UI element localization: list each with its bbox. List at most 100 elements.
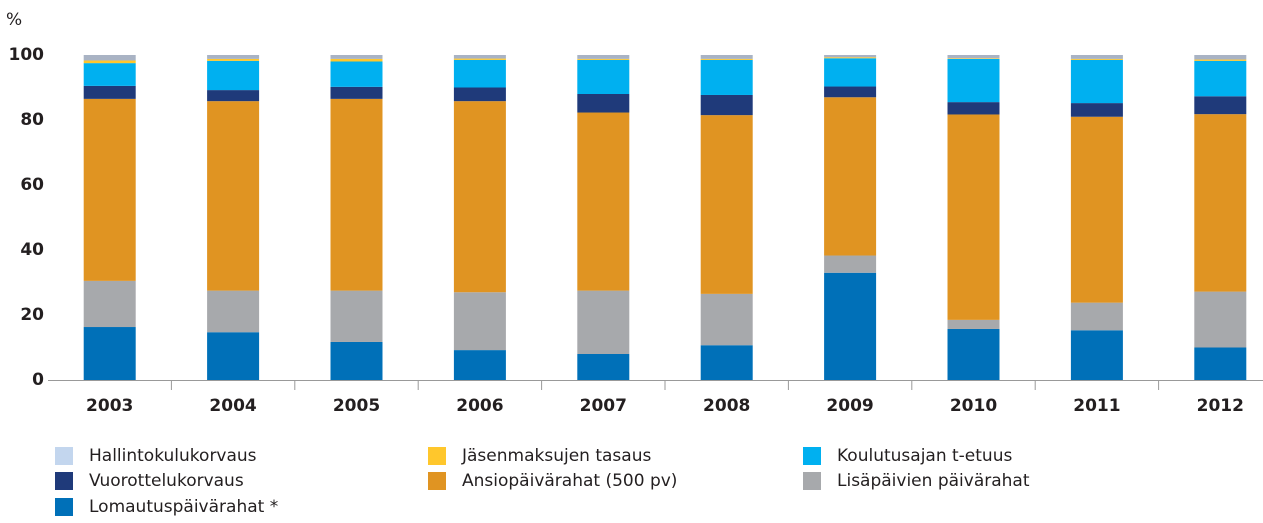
bar-segment [1070,59,1123,104]
bar-segment [207,58,260,61]
bar-segment [577,112,630,291]
x-tick-label: 2004 [209,396,256,416]
y-tick-label: 20 [20,305,44,325]
bar-segment [453,87,506,102]
bar-segment [1194,114,1247,292]
bar-segment [947,58,1000,103]
bar-segment [577,58,630,60]
bar-segment [83,63,136,86]
bar-segment [1194,60,1247,97]
legend-label: Koulutusajan t-etuus [837,446,1012,466]
bar-segment [83,55,136,61]
bar-segment [700,58,753,60]
bar-segment [330,290,383,342]
bar-segment [577,354,630,380]
bar-segment [700,115,753,294]
x-tick-label: 2006 [456,396,503,416]
bar-segment [700,293,753,346]
bar-segment [700,94,753,116]
legend-label: Lomautuspäivärahat * [89,497,278,517]
bar-segment [947,319,1000,329]
bar-segment [824,55,877,58]
bar-segment [83,85,136,99]
y-tick-label: 0 [32,370,44,390]
bar-segment [1194,59,1247,61]
bar-segment [1070,58,1123,60]
bar-segment [824,272,877,380]
bar-segment [330,61,383,87]
bar-segment [207,90,260,102]
y-tick-label: 100 [9,45,45,65]
bar-segment [1070,116,1123,303]
bar-segment [577,55,630,59]
bar-segment [83,327,136,380]
bar-segment [1070,302,1123,331]
bar-segment [947,102,1000,115]
bar-segment [1070,55,1123,59]
bar-segment [947,55,1000,59]
legend-swatch [55,498,73,516]
x-tick-label: 2010 [950,396,997,416]
legend-swatch [803,472,821,490]
bar-segment [453,101,506,293]
bar-segment [330,58,383,62]
bar-segment [824,86,877,98]
bar-segment [824,97,877,256]
x-tick-label: 2012 [1197,396,1244,416]
bar-segment [824,57,877,59]
bar-segment [1194,347,1247,380]
bar-segment [330,98,383,291]
bar-segment [330,55,383,59]
legend-label: Jäsenmaksujen tasaus [461,446,651,466]
legend-label: Hallintokulukorvaus [89,446,257,466]
bar-segment [330,341,383,380]
bar-segment [700,55,753,59]
bar-segment [700,345,753,380]
bar-segment [577,290,630,354]
bar-segment [453,55,506,59]
legend-label: Vuorottelukorvaus [89,471,244,491]
bar-segment [1194,291,1247,348]
legend-swatch [55,472,73,490]
bar-segment [1070,103,1123,117]
bar-segment [207,290,260,333]
bar-segment [207,332,260,380]
bar-segment [453,292,506,351]
x-tick-label: 2005 [333,396,380,416]
bar-segment [83,60,136,64]
bar-segment [207,60,260,91]
bar-segment [577,59,630,94]
y-tick-label: 40 [20,240,44,260]
legend-swatch [55,447,73,465]
legend-label: Lisäpäivien päivärahat [837,471,1030,491]
legend-swatch [428,447,446,465]
bar-segment [207,55,260,59]
x-tick-label: 2007 [580,396,627,416]
y-tick-label: 60 [20,175,44,195]
bar-segment [453,59,506,88]
x-tick-label: 2009 [826,396,873,416]
x-tick-label: 2008 [703,396,750,416]
y-tick-label: 80 [20,110,44,130]
bar-segment [824,255,877,273]
y-axis-label: % [6,10,22,30]
bar-segment [453,58,506,60]
bar-segment [207,101,260,291]
bar-segment [83,280,136,328]
bar-segment [1194,96,1247,115]
legend-label: Ansiopäivärahat (500 pv) [462,471,677,491]
legend-swatch [428,472,446,490]
x-tick-label: 2003 [86,396,133,416]
legend-swatch [803,447,821,465]
bar-segment [83,98,136,281]
bar-segment [947,328,1000,380]
bar-segment [1194,55,1247,60]
x-tick-label: 2011 [1073,396,1120,416]
bar-segment [824,58,877,87]
bar-segment [947,58,1000,59]
bar-segment [330,86,383,99]
bar-segment [700,59,753,95]
bar-segment [1070,330,1123,380]
bar-segment [453,350,506,380]
